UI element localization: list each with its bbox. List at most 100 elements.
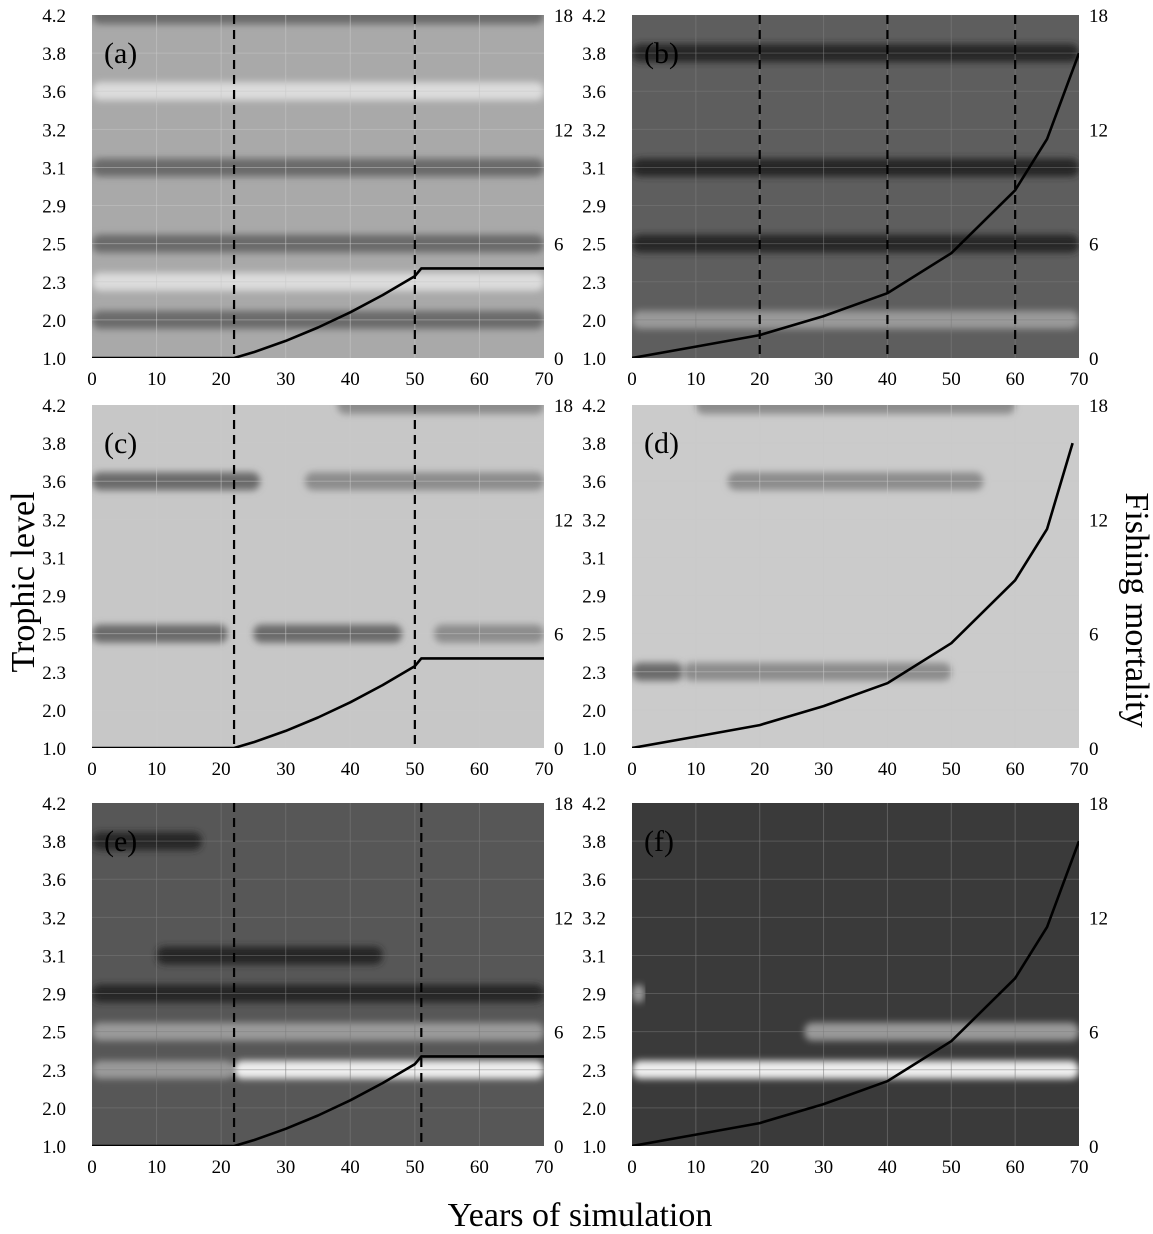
heatmap-band [632, 984, 645, 1003]
x-tick-label: 60 [1006, 759, 1025, 780]
y-tick-label: 2.5 [582, 1023, 606, 1044]
x-tick-label: 50 [405, 369, 424, 390]
y-tick-label: 3.2 [582, 120, 606, 141]
panel-label: (e) [104, 825, 137, 858]
y2-axis-title: Fishing mortality [1118, 492, 1153, 727]
heatmap-band [92, 1022, 544, 1041]
panel: 1.0 2.0 2.3 2.5 2.9 3.1 3.2 3.6 3.8 4.2 0 6 12 18 0 10 2… [582, 794, 1108, 1178]
x-tick-label: 0 [627, 1157, 637, 1178]
heatmap-band [92, 272, 544, 291]
heatmap-band [234, 1060, 544, 1079]
y2-tick-label: 12 [1089, 510, 1108, 531]
heatmap-band [92, 15, 544, 24]
y-tick-label: 3.1 [42, 548, 66, 569]
heatmap-band [632, 44, 1079, 63]
y-tick-label: 4.2 [42, 6, 66, 27]
y-tick-label: 1.0 [42, 1137, 66, 1158]
y-tick-label: 2.3 [582, 1061, 606, 1082]
heatmap-band [92, 158, 544, 177]
y-tick-label: 1.0 [582, 739, 606, 760]
x-tick-label: 10 [147, 369, 166, 390]
heatmap-bands [92, 15, 544, 329]
y-tick-label: 2.9 [582, 587, 606, 608]
x-tick-label: 60 [470, 759, 489, 780]
plot-background [92, 15, 544, 358]
x-tick-label: 40 [341, 369, 360, 390]
heatmap-band [683, 662, 952, 681]
y-tick-label: 3.8 [582, 434, 606, 455]
x-tick-label: 70 [1070, 369, 1089, 390]
heatmap-band [632, 158, 1079, 177]
y2-tick-label: 0 [1089, 349, 1099, 370]
heatmap-band [632, 310, 1079, 329]
heatmap-band [92, 234, 544, 253]
heatmap-band [92, 624, 228, 643]
heatmap-band [92, 1060, 235, 1079]
y-tick-label: 2.3 [42, 1061, 66, 1082]
y2-tick-label: 18 [1089, 6, 1108, 27]
y-tick-label: 2.5 [42, 1023, 66, 1044]
y-tick-label: 1.0 [582, 349, 606, 370]
panel: 1.0 2.0 2.3 2.5 2.9 3.1 3.2 3.6 3.8 4.2 0 6 12 18 0 10 2… [42, 6, 573, 390]
x-tick-label: 70 [1070, 1157, 1089, 1178]
y2-tick-label: 6 [1089, 235, 1099, 256]
y-tick-label: 3.8 [582, 832, 606, 853]
y2-tick-label: 18 [1089, 794, 1108, 815]
plot-background [632, 803, 1079, 1146]
fishing-mortality-line [632, 52, 1079, 358]
y-tick-label: 2.0 [42, 701, 66, 722]
x-tick-label: 40 [878, 1157, 897, 1178]
y2-tick-label: 0 [1089, 1137, 1099, 1158]
plot-background [92, 405, 544, 748]
x-tick-label: 20 [750, 1157, 769, 1178]
x-tick-label: 0 [627, 369, 637, 390]
y-tick-label: 2.0 [42, 1099, 66, 1120]
plot-background [632, 405, 1079, 748]
x-tick-label: 30 [814, 759, 833, 780]
heatmap-bands [92, 405, 544, 643]
y-tick-label: 2.5 [582, 235, 606, 256]
y-tick-label: 2.5 [42, 235, 66, 256]
panel-label: (b) [644, 37, 679, 70]
y-tick-label: 3.1 [42, 946, 66, 967]
heatmap-band [305, 472, 544, 491]
y-tick-label: 4.2 [582, 6, 606, 27]
y-tick-label: 4.2 [582, 396, 606, 417]
y-tick-label: 2.0 [582, 1099, 606, 1120]
heatmap-band [156, 946, 383, 965]
x-tick-label: 10 [686, 369, 705, 390]
heatmap-band [727, 472, 984, 491]
heatmap-band [92, 984, 544, 1003]
y-tick-label: 2.9 [42, 985, 66, 1006]
y-tick-label: 3.8 [42, 434, 66, 455]
x-tick-label: 20 [212, 1157, 231, 1178]
x-tick-label: 10 [686, 1157, 705, 1178]
x-tick-label: 70 [535, 369, 554, 390]
x-tick-label: 60 [1006, 369, 1025, 390]
grid [92, 15, 544, 358]
y-tick-label: 2.3 [42, 273, 66, 294]
y2-tick-label: 12 [554, 908, 573, 929]
grid [92, 803, 544, 1146]
y-tick-label: 3.6 [582, 870, 606, 891]
x-tick-label: 20 [750, 759, 769, 780]
x-tick-label: 30 [814, 1157, 833, 1178]
y-tick-label: 3.6 [42, 472, 66, 493]
y-tick-label: 4.2 [42, 396, 66, 417]
grid [632, 803, 1079, 1146]
y2-tick-label: 6 [554, 625, 564, 646]
y2-tick-label: 18 [554, 794, 573, 815]
y-tick-label: 3.1 [42, 158, 66, 179]
grid [632, 405, 1079, 748]
heatmap-band [632, 662, 684, 681]
y-tick-label: 2.5 [582, 625, 606, 646]
y-tick-label: 1.0 [582, 1137, 606, 1158]
y-tick-label: 3.2 [42, 120, 66, 141]
y-tick-label: 3.2 [582, 908, 606, 929]
y-axis-title: Trophic level [5, 491, 42, 672]
x-tick-label: 50 [942, 1157, 961, 1178]
heatmap-band [253, 624, 402, 643]
x-tick-label: 0 [627, 759, 637, 780]
heatmap-band [434, 624, 544, 643]
y-tick-label: 3.6 [42, 82, 66, 103]
